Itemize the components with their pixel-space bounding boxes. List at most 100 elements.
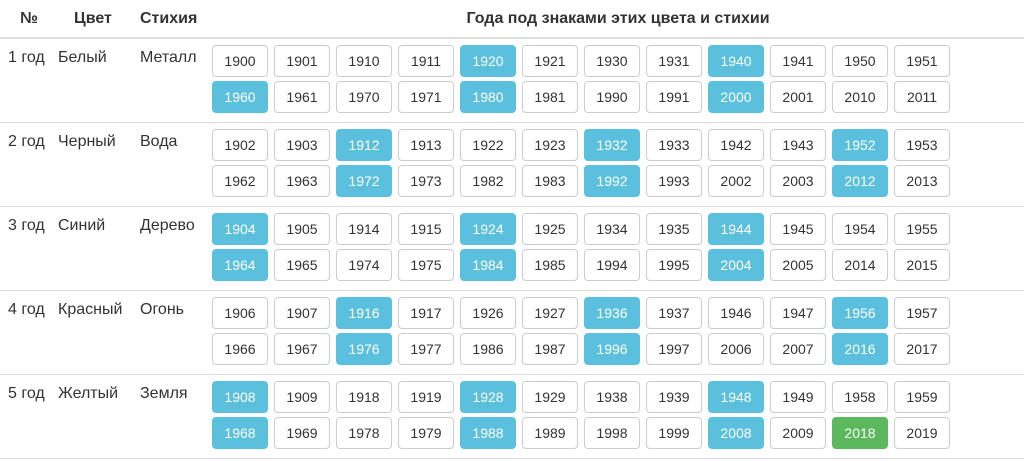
year-button[interactable]: 1992 <box>584 165 640 197</box>
year-button[interactable]: 1963 <box>274 165 330 197</box>
year-button[interactable]: 1907 <box>274 297 330 329</box>
year-button[interactable]: 1922 <box>460 129 516 161</box>
year-button[interactable]: 1934 <box>584 213 640 245</box>
year-button[interactable]: 1948 <box>708 381 764 413</box>
year-button[interactable]: 1998 <box>584 417 640 449</box>
year-button[interactable]: 2009 <box>770 417 826 449</box>
year-button[interactable]: 1993 <box>646 165 702 197</box>
year-button[interactable]: 1919 <box>398 381 454 413</box>
year-button[interactable]: 1941 <box>770 45 826 77</box>
year-button[interactable]: 1936 <box>584 297 640 329</box>
year-button[interactable]: 1909 <box>274 381 330 413</box>
year-button[interactable]: 1996 <box>584 333 640 365</box>
year-button[interactable]: 1997 <box>646 333 702 365</box>
year-button[interactable]: 2002 <box>708 165 764 197</box>
year-button[interactable]: 1994 <box>584 249 640 281</box>
year-button[interactable]: 1943 <box>770 129 826 161</box>
year-button[interactable]: 1983 <box>522 165 578 197</box>
year-button[interactable]: 1964 <box>212 249 268 281</box>
year-button[interactable]: 1951 <box>894 45 950 77</box>
year-button[interactable]: 1946 <box>708 297 764 329</box>
year-button[interactable]: 1965 <box>274 249 330 281</box>
year-button[interactable]: 1991 <box>646 81 702 113</box>
year-button[interactable]: 1917 <box>398 297 454 329</box>
year-button[interactable]: 1966 <box>212 333 268 365</box>
year-button[interactable]: 2017 <box>894 333 950 365</box>
year-button[interactable]: 1938 <box>584 381 640 413</box>
year-button[interactable]: 2019 <box>894 417 950 449</box>
year-button[interactable]: 1957 <box>894 297 950 329</box>
year-button[interactable]: 1903 <box>274 129 330 161</box>
year-button[interactable]: 1904 <box>212 213 268 245</box>
year-button[interactable]: 1912 <box>336 129 392 161</box>
year-button[interactable]: 1949 <box>770 381 826 413</box>
year-button[interactable]: 1982 <box>460 165 516 197</box>
year-button[interactable]: 1927 <box>522 297 578 329</box>
year-button[interactable]: 2006 <box>708 333 764 365</box>
year-button[interactable]: 1939 <box>646 381 702 413</box>
year-button[interactable]: 1984 <box>460 249 516 281</box>
year-button[interactable]: 1911 <box>398 45 454 77</box>
year-button[interactable]: 1929 <box>522 381 578 413</box>
year-button[interactable]: 1980 <box>460 81 516 113</box>
year-button[interactable]: 1977 <box>398 333 454 365</box>
year-button[interactable]: 2015 <box>894 249 950 281</box>
year-button[interactable]: 1931 <box>646 45 702 77</box>
year-button-current[interactable]: 2018 <box>832 417 888 449</box>
year-button[interactable]: 1914 <box>336 213 392 245</box>
year-button[interactable]: 1913 <box>398 129 454 161</box>
year-button[interactable]: 1968 <box>212 417 268 449</box>
year-button[interactable]: 1985 <box>522 249 578 281</box>
year-button[interactable]: 1944 <box>708 213 764 245</box>
year-button[interactable]: 1920 <box>460 45 516 77</box>
year-button[interactable]: 1952 <box>832 129 888 161</box>
year-button[interactable]: 1962 <box>212 165 268 197</box>
year-button[interactable]: 2005 <box>770 249 826 281</box>
year-button[interactable]: 1942 <box>708 129 764 161</box>
year-button[interactable]: 1979 <box>398 417 454 449</box>
year-button[interactable]: 2011 <box>894 81 950 113</box>
year-button[interactable]: 1990 <box>584 81 640 113</box>
year-button[interactable]: 1961 <box>274 81 330 113</box>
year-button[interactable]: 1905 <box>274 213 330 245</box>
year-button[interactable]: 2016 <box>832 333 888 365</box>
year-button[interactable]: 1981 <box>522 81 578 113</box>
year-button[interactable]: 1969 <box>274 417 330 449</box>
year-button[interactable]: 2004 <box>708 249 764 281</box>
year-button[interactable]: 2010 <box>832 81 888 113</box>
year-button[interactable]: 1902 <box>212 129 268 161</box>
year-button[interactable]: 1976 <box>336 333 392 365</box>
year-button[interactable]: 1955 <box>894 213 950 245</box>
year-button[interactable]: 2003 <box>770 165 826 197</box>
year-button[interactable]: 1972 <box>336 165 392 197</box>
year-button[interactable]: 1999 <box>646 417 702 449</box>
year-button[interactable]: 1933 <box>646 129 702 161</box>
year-button[interactable]: 1924 <box>460 213 516 245</box>
year-button[interactable]: 2012 <box>832 165 888 197</box>
year-button[interactable]: 1947 <box>770 297 826 329</box>
year-button[interactable]: 2000 <box>708 81 764 113</box>
year-button[interactable]: 1940 <box>708 45 764 77</box>
year-button[interactable]: 1958 <box>832 381 888 413</box>
year-button[interactable]: 1978 <box>336 417 392 449</box>
year-button[interactable]: 1971 <box>398 81 454 113</box>
year-button[interactable]: 2007 <box>770 333 826 365</box>
year-button[interactable]: 1906 <box>212 297 268 329</box>
year-button[interactable]: 1930 <box>584 45 640 77</box>
year-button[interactable]: 1967 <box>274 333 330 365</box>
year-button[interactable]: 1923 <box>522 129 578 161</box>
year-button[interactable]: 1921 <box>522 45 578 77</box>
year-button[interactable]: 1918 <box>336 381 392 413</box>
year-button[interactable]: 1987 <box>522 333 578 365</box>
year-button[interactable]: 1995 <box>646 249 702 281</box>
year-button[interactable]: 1928 <box>460 381 516 413</box>
year-button[interactable]: 1925 <box>522 213 578 245</box>
year-button[interactable]: 1908 <box>212 381 268 413</box>
year-button[interactable]: 1956 <box>832 297 888 329</box>
year-button[interactable]: 1988 <box>460 417 516 449</box>
year-button[interactable]: 1959 <box>894 381 950 413</box>
year-button[interactable]: 1974 <box>336 249 392 281</box>
year-button[interactable]: 1916 <box>336 297 392 329</box>
year-button[interactable]: 2014 <box>832 249 888 281</box>
year-button[interactable]: 1970 <box>336 81 392 113</box>
